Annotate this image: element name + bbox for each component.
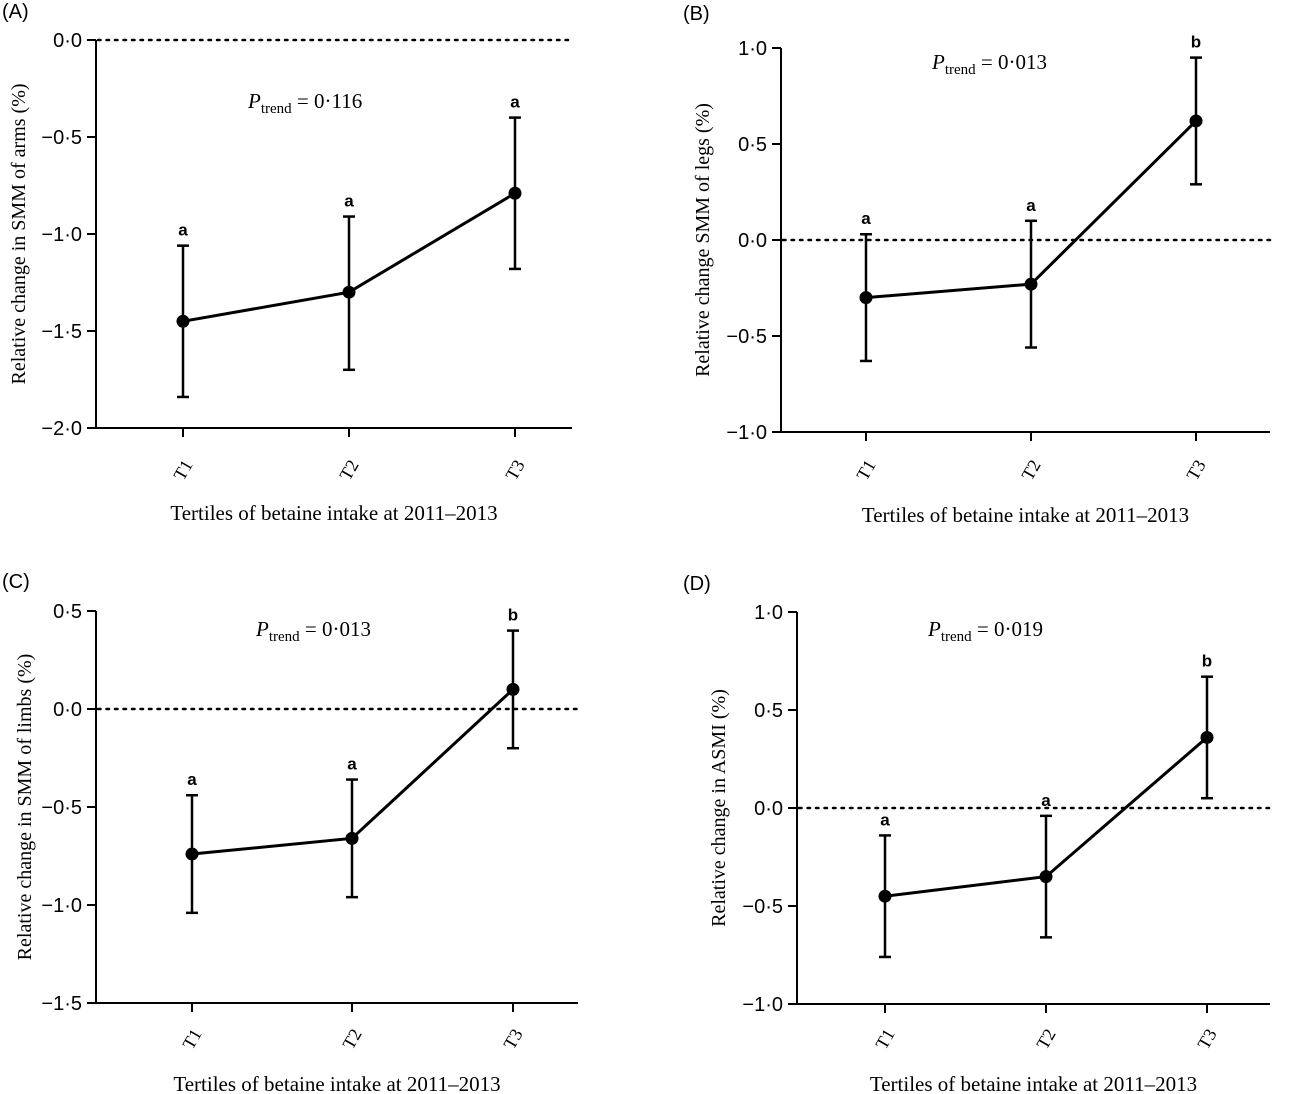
p-symbol: P bbox=[931, 50, 945, 74]
y-tick-label: −0·5 bbox=[41, 797, 82, 819]
chart-panel-c: (C) 0·5 0·0 −0·5 −1·0 −1·5 T1 T2 T3 a a b Ptrend = 0… bbox=[2, 571, 580, 1094]
x-axis-label: Tertiles of betaine intake at 2011–2013 bbox=[170, 501, 497, 525]
data-point bbox=[345, 831, 359, 845]
y-tick-label: 0·0 bbox=[754, 798, 783, 820]
x-tick-label: T3 bbox=[499, 1025, 526, 1052]
significance-letter: a bbox=[178, 221, 188, 240]
panel-label: (A) bbox=[2, 1, 29, 23]
x-axis-label: Tertiles of betaine intake at 2011–2013 bbox=[870, 1072, 1197, 1094]
significance-letter: b bbox=[1191, 33, 1201, 52]
x-tick-label: T1 bbox=[852, 456, 879, 483]
y-tick-label: 0·0 bbox=[53, 30, 82, 52]
data-point bbox=[176, 314, 190, 328]
x-axis-label: Tertiles of betaine intake at 2011–2013 bbox=[862, 503, 1189, 527]
y-tick-label: −0·5 bbox=[41, 127, 82, 149]
p-subscript: trend bbox=[261, 101, 292, 117]
p-value: = 0·013 bbox=[300, 617, 371, 641]
significance-letter: a bbox=[344, 192, 354, 211]
significance-letter: a bbox=[880, 810, 890, 829]
significance-letter: a bbox=[187, 770, 197, 789]
p-trend-annotation: Ptrend = 0·013 bbox=[255, 617, 371, 645]
data-point bbox=[878, 889, 892, 903]
panel-label: (C) bbox=[2, 571, 30, 593]
p-trend-annotation: Ptrend = 0·013 bbox=[931, 50, 1047, 78]
y-tick-label: 0·0 bbox=[738, 230, 767, 252]
panel-label: (B) bbox=[683, 3, 710, 25]
x-tick-label: T2 bbox=[338, 1025, 365, 1052]
x-tick-label: T1 bbox=[169, 456, 196, 483]
significance-letter: a bbox=[347, 755, 357, 774]
y-tick-label: 0·5 bbox=[754, 700, 783, 722]
y-axis-label: Relative change in ASMI (%) bbox=[708, 689, 730, 927]
x-tick-label: T1 bbox=[178, 1025, 205, 1052]
significance-letter: a bbox=[510, 93, 520, 112]
chart-panel-b: (B) 1·0 0·5 0·0 −0·5 −1·0 T1 T2 T3 a a b Ptrend = 0·… bbox=[683, 3, 1272, 527]
panel-label: (D) bbox=[683, 573, 711, 595]
data-point bbox=[342, 285, 356, 299]
y-tick-label: −1·0 bbox=[726, 422, 767, 444]
significance-letter: a bbox=[1026, 196, 1036, 215]
x-tick-label: T2 bbox=[335, 456, 362, 483]
y-tick-label: −1·0 bbox=[742, 994, 783, 1016]
significance-letter: a bbox=[861, 209, 871, 228]
y-tick-label: −1·5 bbox=[41, 993, 82, 1015]
x-tick-label: T3 bbox=[501, 456, 528, 483]
x-tick-label: T3 bbox=[1182, 456, 1209, 483]
x-tick-label: T3 bbox=[1193, 1025, 1220, 1052]
y-tick-label: −2·0 bbox=[41, 418, 82, 440]
significance-letter: b bbox=[508, 606, 518, 625]
y-tick-label: 1·0 bbox=[754, 602, 783, 624]
p-value: = 0·116 bbox=[292, 89, 363, 113]
p-trend-annotation: Ptrend = 0·116 bbox=[247, 89, 362, 117]
data-point bbox=[185, 847, 199, 861]
p-symbol: P bbox=[247, 89, 261, 113]
data-point bbox=[859, 291, 873, 305]
y-axis-label: Relative change in SMM of limbs (%) bbox=[14, 654, 36, 961]
x-tick-label: T2 bbox=[1017, 456, 1044, 483]
y-tick-label: −0·5 bbox=[742, 896, 783, 918]
chart-panel-d: (D) 1·0 0·5 0·0 −0·5 −1·0 T1 T2 T3 a a b Ptrend = 0·… bbox=[683, 573, 1272, 1094]
significance-letter: b bbox=[1202, 652, 1212, 671]
data-point bbox=[508, 186, 522, 200]
p-value: = 0·019 bbox=[972, 617, 1043, 641]
x-axis-label: Tertiles of betaine intake at 2011–2013 bbox=[173, 1072, 500, 1094]
p-symbol: P bbox=[255, 617, 269, 641]
p-subscript: trend bbox=[941, 629, 972, 645]
p-trend-annotation: Ptrend = 0·019 bbox=[927, 617, 1043, 645]
p-value: = 0·013 bbox=[976, 50, 1047, 74]
p-subscript: trend bbox=[269, 629, 300, 645]
y-tick-label: −0·5 bbox=[726, 326, 767, 348]
y-tick-label: 1·0 bbox=[738, 38, 767, 60]
data-point bbox=[1039, 870, 1053, 884]
y-tick-label: −1·5 bbox=[41, 321, 82, 343]
data-point bbox=[506, 682, 520, 696]
y-tick-label: −1·0 bbox=[41, 895, 82, 917]
x-tick-label: T2 bbox=[1032, 1025, 1059, 1052]
p-subscript: trend bbox=[945, 62, 976, 78]
x-tick-label: T1 bbox=[871, 1025, 898, 1052]
y-axis-label: Relative change SMM of legs (%) bbox=[692, 103, 714, 377]
y-tick-label: 0·5 bbox=[53, 601, 82, 623]
y-tick-label: 0·0 bbox=[53, 699, 82, 721]
y-tick-label: −1·0 bbox=[41, 224, 82, 246]
data-point bbox=[1200, 730, 1214, 744]
y-tick-label: 0·5 bbox=[738, 134, 767, 156]
data-point bbox=[1189, 114, 1203, 128]
chart-panel-a: (A) 0·0 −0·5 −1·0 −1·5 −2·0 T1 T2 T3 a a a Ptrend = … bbox=[2, 1, 574, 525]
significance-letter: a bbox=[1041, 791, 1051, 810]
data-point bbox=[1024, 277, 1038, 291]
y-axis-label: Relative change in SMM of arms (%) bbox=[8, 83, 30, 384]
p-symbol: P bbox=[927, 617, 941, 641]
